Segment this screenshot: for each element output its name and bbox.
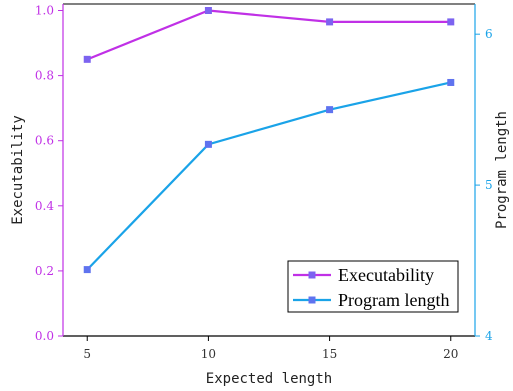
data-point [83,266,91,274]
x-tick-label: 20 [443,347,458,361]
series-line-1 [86,81,452,271]
y-right-axis-label: Program length [494,111,510,229]
legend-label: Executability [338,265,434,285]
y-right-tick-label: 5 [485,178,493,192]
series-layer [83,7,455,274]
x-tick-label: 15 [322,347,337,361]
data-point [326,18,334,26]
legend-label: Program length [338,290,449,310]
legend-box [287,260,459,313]
legend: Executability Program length [287,260,459,313]
data-point [447,78,455,86]
y-right-tick-label: 6 [485,27,493,41]
legend-marker [308,296,316,304]
data-point [326,106,334,114]
y-left-axis-label: Executability [10,115,26,225]
y-left-tick-label: 1.0 [35,4,54,18]
y-left-tick-label: 0.4 [35,199,54,213]
y-left-tick-label: 0.2 [35,264,54,278]
series-line-0 [86,9,451,61]
y-left-tick-label: 0.6 [35,134,54,148]
legend-marker [308,271,316,279]
data-point [447,18,455,26]
data-point [204,140,212,148]
x-tick-label: 10 [201,347,216,361]
data-point [204,7,212,15]
axes: 5 10 15 20 0.0 0.2 0.4 0.6 0.8 1.0 4 5 6 Expected len… [10,3,510,387]
data-point [83,55,91,63]
y-right-tick-label: 4 [485,329,493,343]
y-left-tick-label: 0.8 [35,69,54,83]
x-axis-label: Expected length [206,371,332,387]
y-left-tick-label: 0.0 [35,329,54,343]
x-tick-label: 5 [83,347,91,361]
